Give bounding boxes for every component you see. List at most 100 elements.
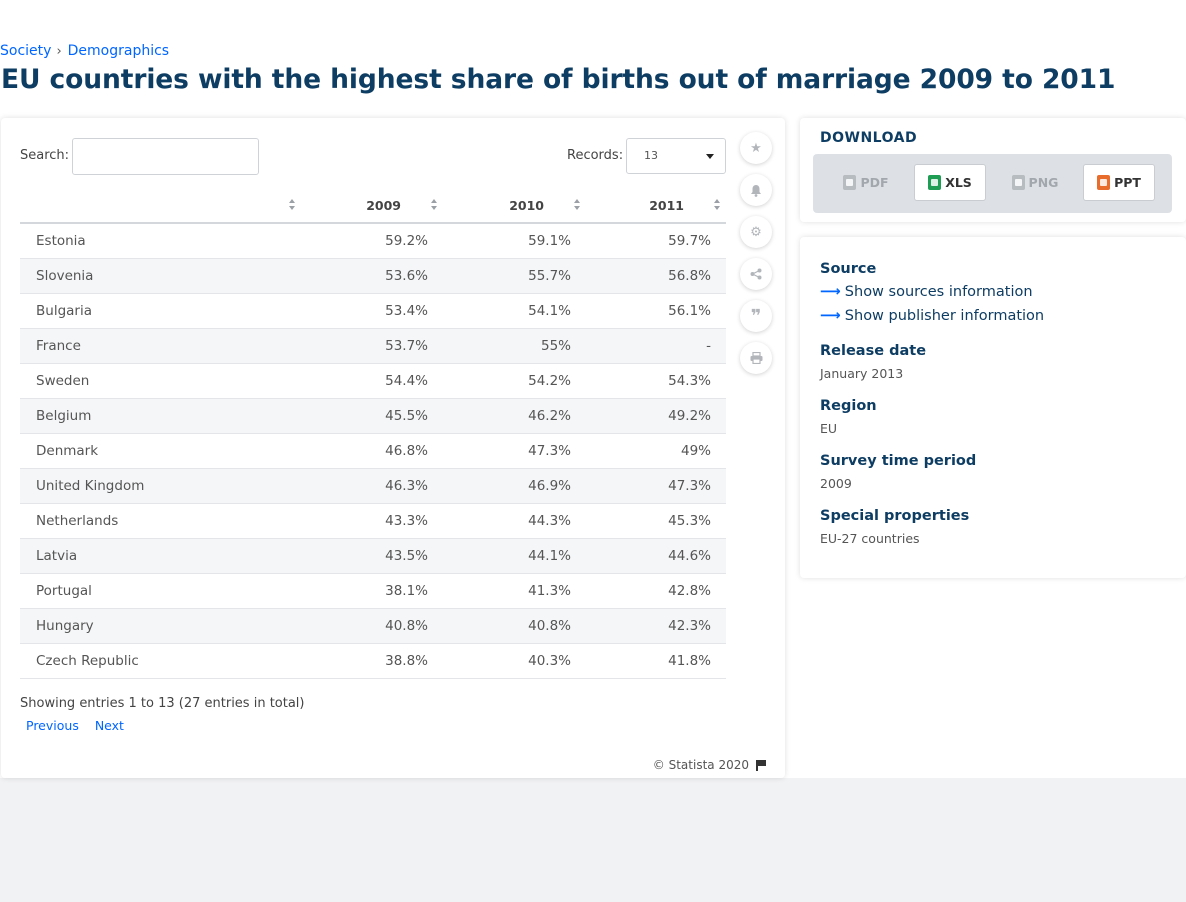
records-select-value: 13: [644, 149, 658, 162]
value-cell: 40.3%: [443, 643, 586, 679]
special-properties-value: EU-27 countries: [820, 531, 920, 546]
value-cell: 42.8%: [586, 573, 726, 609]
breadcrumb-demographics[interactable]: Demographics: [67, 43, 170, 59]
value-cell: 43.3%: [301, 503, 443, 539]
table-row: Czech Republic 38.8% 40.3% 41.8%: [20, 643, 726, 679]
value-cell: 42.3%: [586, 608, 726, 644]
value-cell: 53.7%: [301, 328, 443, 364]
column-header-label: 2011: [649, 197, 684, 213]
value-cell: 40.8%: [443, 608, 586, 644]
show-publisher-link[interactable]: ⟶ Show publisher information: [820, 308, 1044, 324]
print-icon[interactable]: [740, 342, 772, 374]
download-pdf-label: PDF: [860, 175, 889, 190]
records-label: Records:: [567, 148, 624, 163]
column-header-2010[interactable]: 2010: [443, 188, 586, 224]
value-cell: 54.3%: [586, 363, 726, 399]
breadcrumb-society[interactable]: Society: [0, 43, 52, 59]
survey-period-heading: Survey time period: [820, 453, 977, 469]
flag-icon[interactable]: [756, 760, 766, 771]
value-cell: 59.7%: [586, 223, 726, 259]
download-pdf-button[interactable]: PDF: [830, 164, 902, 201]
value-cell: 46.9%: [443, 468, 586, 504]
value-cell: 46.2%: [443, 398, 586, 434]
breadcrumb-separator: ›: [56, 43, 62, 59]
download-png-label: PNG: [1028, 175, 1059, 190]
table-body: Estonia 59.2% 59.1% 59.7% Slovenia 53.6% 55.7%…: [20, 223, 726, 679]
search-label: Search:: [20, 148, 70, 163]
country-cell: Netherlands: [20, 503, 301, 539]
page-header: [0, 0, 1186, 118]
next-button[interactable]: Next: [94, 718, 124, 733]
show-sources-link[interactable]: ⟶ Show sources information: [820, 284, 1033, 300]
share-icon[interactable]: [740, 258, 772, 290]
column-header-label: 2009: [366, 197, 401, 213]
value-cell: 54.1%: [443, 293, 586, 329]
value-cell: 55%: [443, 328, 586, 364]
value-cell: 56.1%: [586, 293, 726, 329]
value-cell: 49%: [586, 433, 726, 469]
chevron-down-icon: [706, 154, 714, 159]
value-cell: 46.3%: [301, 468, 443, 504]
sort-icon: [431, 199, 437, 211]
value-cell: 43.5%: [301, 538, 443, 574]
ppt-file-icon: [1097, 175, 1111, 190]
region-value: EU: [820, 421, 838, 436]
xls-file-icon: [928, 175, 942, 190]
bell-icon[interactable]: [740, 174, 772, 206]
value-cell: 46.8%: [301, 433, 443, 469]
pdf-file-icon: [843, 175, 857, 190]
value-cell: 38.8%: [301, 643, 443, 679]
value-cell: 47.3%: [443, 433, 586, 469]
breadcrumb: Society › Demographics: [0, 43, 169, 59]
download-png-button[interactable]: PNG: [998, 164, 1072, 201]
table-row: Latvia 43.5% 44.1% 44.6%: [20, 538, 726, 574]
star-icon[interactable]: ★: [740, 132, 772, 164]
value-cell: 40.8%: [301, 608, 443, 644]
previous-button[interactable]: Previous: [26, 718, 79, 733]
column-header-2009[interactable]: 2009: [301, 188, 443, 224]
country-cell: Czech Republic: [20, 643, 301, 679]
sort-icon: [289, 199, 295, 211]
column-header-2011[interactable]: 2011: [586, 188, 726, 224]
table-row: Hungary 40.8% 40.8% 42.3%: [20, 608, 726, 644]
download-xls-button[interactable]: XLS: [914, 164, 986, 201]
value-cell: 41.3%: [443, 573, 586, 609]
table-row: Netherlands 43.3% 44.3% 45.3%: [20, 503, 726, 539]
table-row: Belgium 45.5% 46.2% 49.2%: [20, 398, 726, 434]
country-cell: Hungary: [20, 608, 301, 644]
column-header-country[interactable]: [20, 188, 301, 224]
source-heading: Source: [820, 261, 877, 277]
download-ppt-button[interactable]: PPT: [1083, 164, 1155, 201]
value-cell: 47.3%: [586, 468, 726, 504]
value-cell: 44.1%: [443, 538, 586, 574]
arrow-right-icon: ⟶: [820, 308, 841, 324]
side-toolbar: ★ ⚙ ❞: [740, 132, 772, 384]
value-cell: 53.4%: [301, 293, 443, 329]
value-cell: 49.2%: [586, 398, 726, 434]
quote-icon[interactable]: ❞: [740, 300, 772, 332]
value-cell: 38.1%: [301, 573, 443, 609]
table-row: France 53.7% 55% -: [20, 328, 726, 364]
value-cell: 45.3%: [586, 503, 726, 539]
country-cell: Bulgaria: [20, 293, 301, 329]
value-cell: 56.8%: [586, 258, 726, 294]
special-properties-heading: Special properties: [820, 508, 970, 524]
value-cell: 41.8%: [586, 643, 726, 679]
table-row: Sweden 54.4% 54.2% 54.3%: [20, 363, 726, 399]
column-header-label: 2010: [509, 197, 544, 213]
release-date-heading: Release date: [820, 343, 927, 359]
records-select[interactable]: 13: [626, 138, 726, 174]
entries-info: Showing entries 1 to 13 (27 entries in t…: [20, 696, 305, 711]
search-input[interactable]: [72, 138, 259, 175]
country-cell: Denmark: [20, 433, 301, 469]
table-row: Portugal 38.1% 41.3% 42.8%: [20, 573, 726, 609]
country-cell: Portugal: [20, 573, 301, 609]
value-cell: 54.2%: [443, 363, 586, 399]
country-cell: Slovenia: [20, 258, 301, 294]
gear-icon[interactable]: ⚙: [740, 216, 772, 248]
table-row: Estonia 59.2% 59.1% 59.7%: [20, 223, 726, 259]
show-publisher-label: Show publisher information: [844, 308, 1045, 324]
download-card: DOWNLOAD PDF XLS PNG PPT: [800, 118, 1186, 222]
country-cell: Belgium: [20, 398, 301, 434]
statistic-table-card: Search: Records: 13 2009 2010 2011 Eston…: [1, 118, 785, 778]
